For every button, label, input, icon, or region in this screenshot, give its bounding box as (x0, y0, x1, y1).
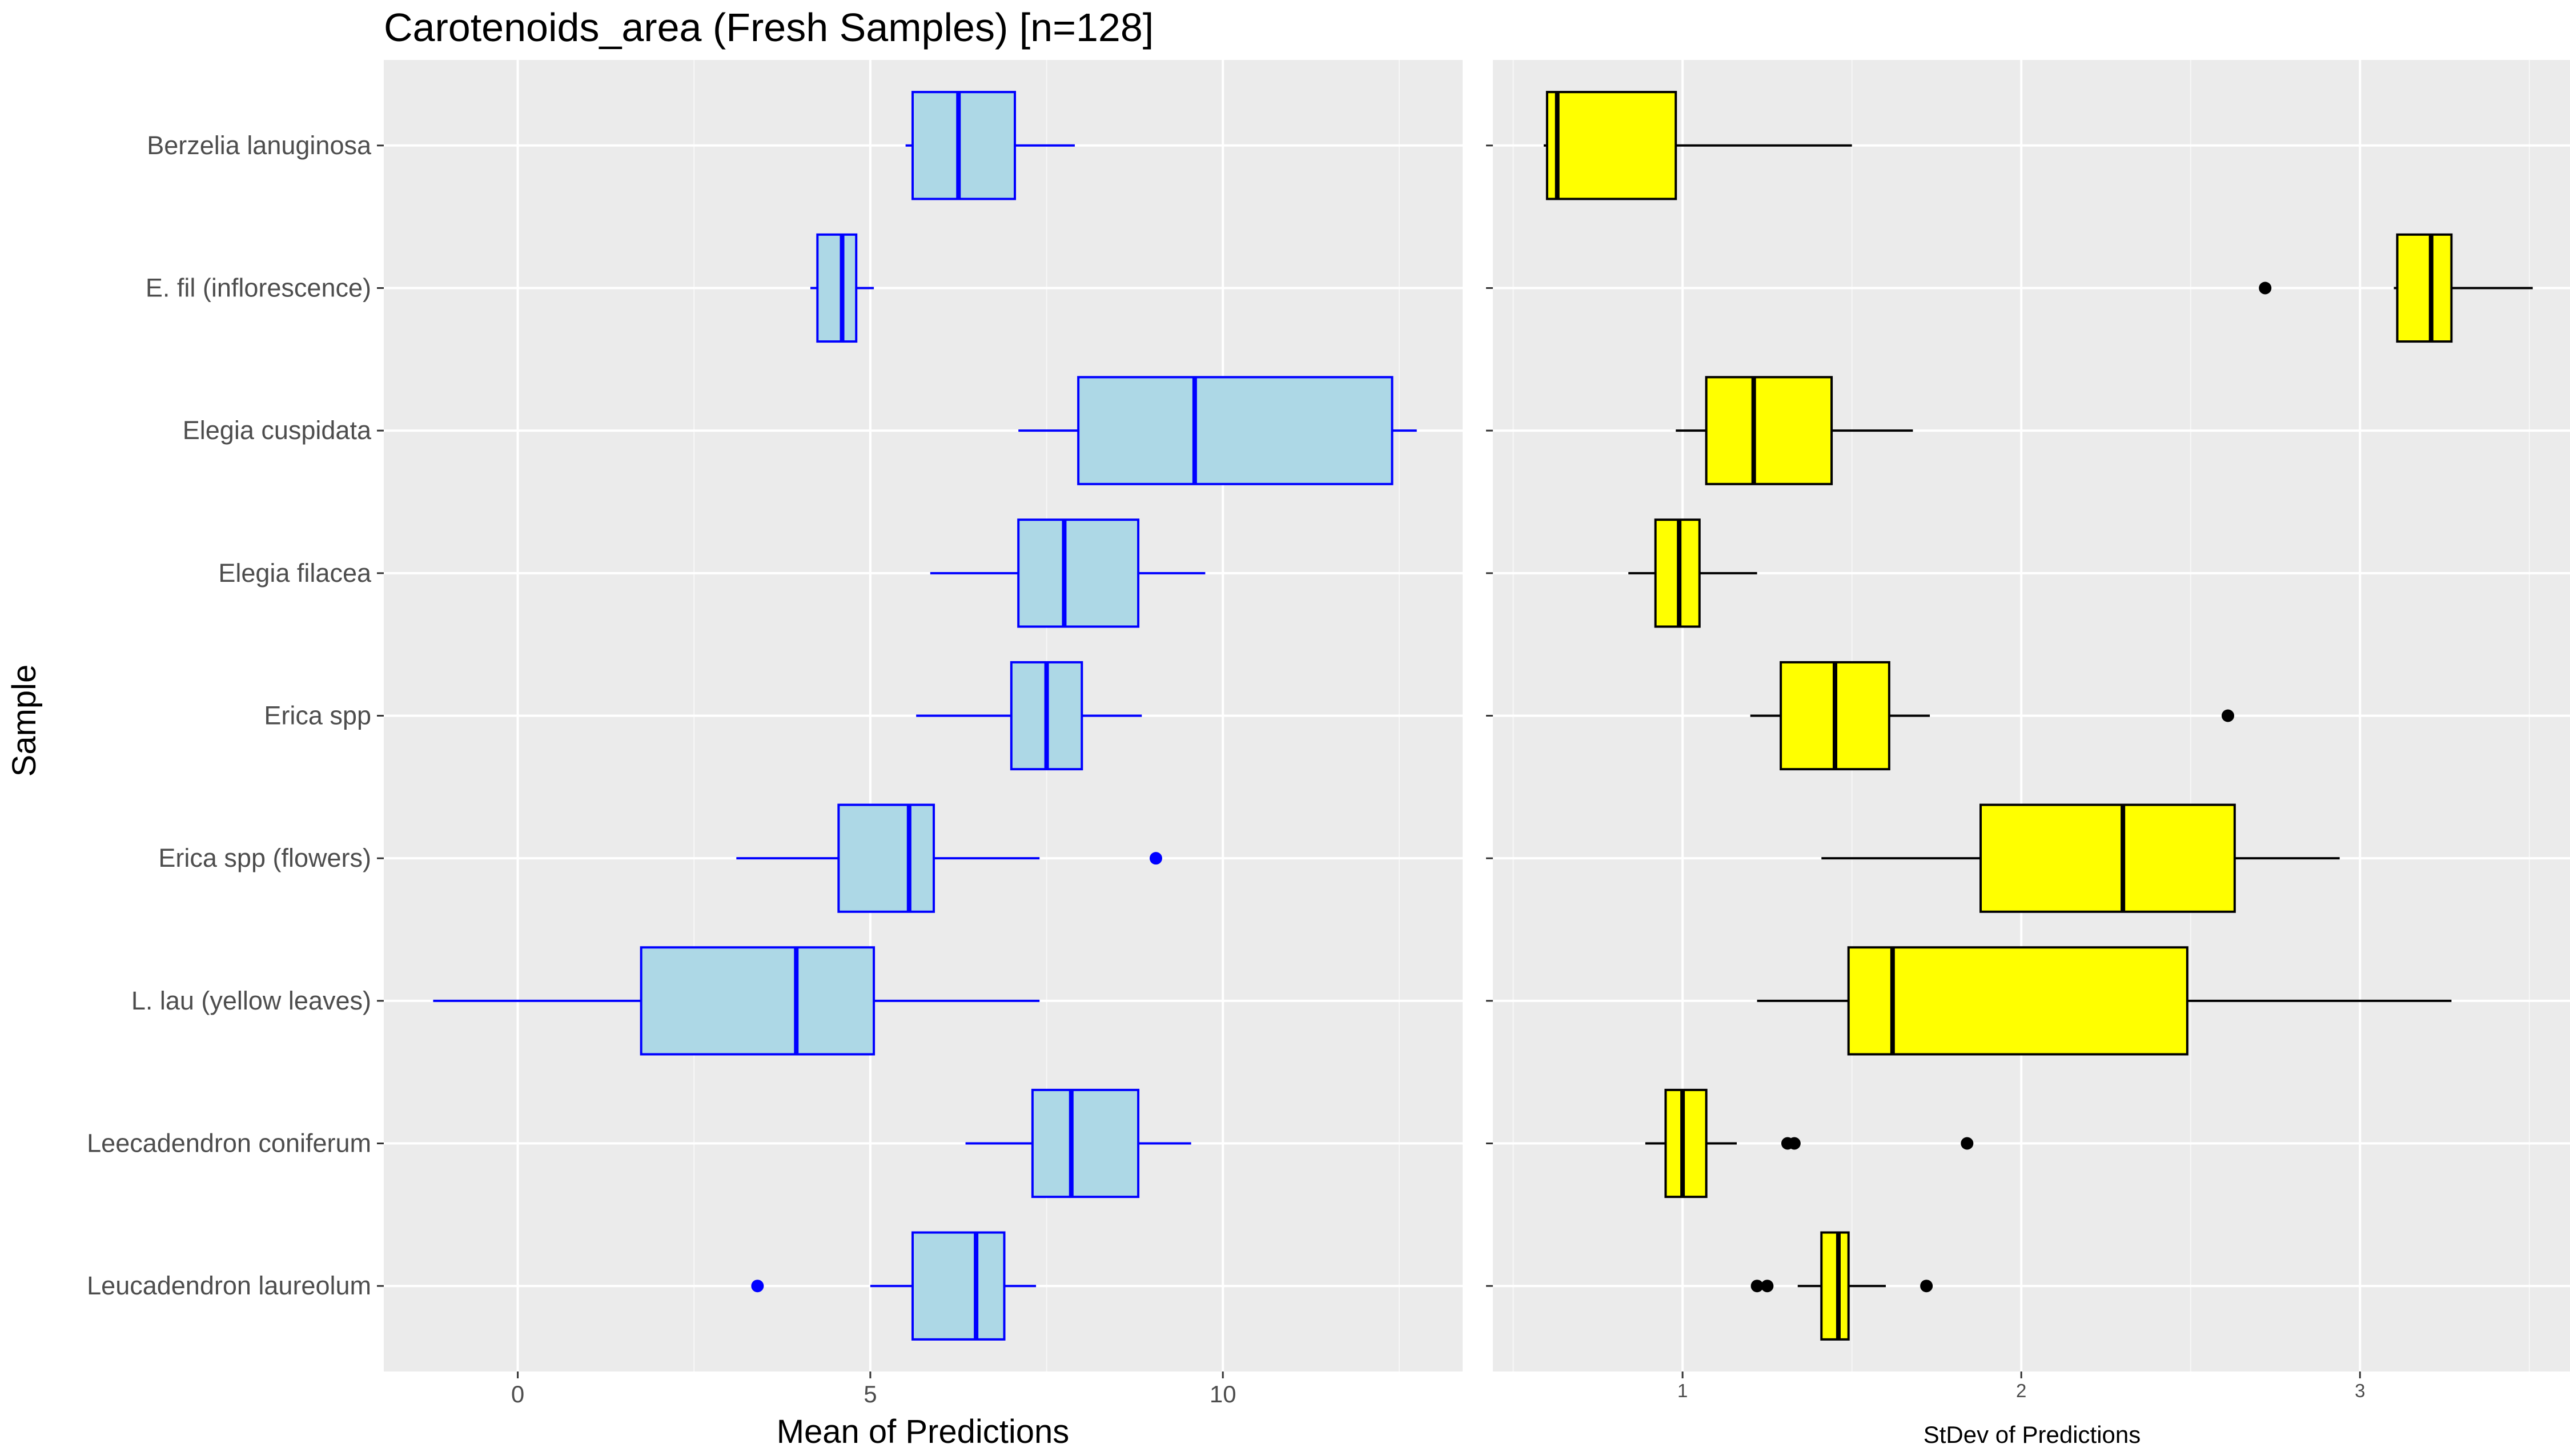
box-3 (1676, 376, 1913, 485)
left-x-axis-title: Mean of Predictions (777, 1413, 1070, 1450)
chart-title: Carotenoids_area (Fresh Samples) [n=128] (384, 5, 1154, 50)
x-tick-label: 2 (2016, 1380, 2026, 1401)
outlier-point (1961, 1137, 1974, 1150)
iqr-box (1979, 803, 2236, 913)
iqr-box (911, 91, 1017, 200)
category-label: Erica spp (flowers) (158, 843, 371, 872)
iqr-box (2396, 233, 2453, 343)
outlier-point (1788, 1137, 1801, 1150)
box-6 (736, 803, 1162, 913)
mean-boxplot-panel: 0 5 10 Berzelia lanuginosa E. fil (infloresc… (87, 60, 1463, 1407)
box-3 (1018, 376, 1417, 485)
category-label: L. lau (yellow leaves) (131, 986, 371, 1015)
outlier-point (1761, 1280, 1774, 1293)
right-x-axis-title: StDev of Predictions (1924, 1421, 2141, 1448)
x-tick-label: 1 (1677, 1380, 1688, 1401)
box-2 (810, 233, 874, 343)
iqr-box (837, 803, 935, 913)
stdev-boxplot-panel: 1 2 3 (1486, 60, 2570, 1401)
box-8 (1645, 1088, 1974, 1198)
category-label: E. fil (inflorescence) (146, 273, 371, 302)
outlier-point (1920, 1280, 1933, 1293)
box-8 (965, 1088, 1191, 1198)
iqr-box (1545, 91, 1677, 200)
category-label: Berzelia lanuginosa (147, 131, 372, 160)
category-label: Erica spp (264, 701, 371, 730)
y-axis-title: Sample (6, 665, 43, 777)
box-9 (1750, 1231, 1933, 1341)
x-tick-label: 10 (1210, 1381, 1236, 1407)
box-1 (905, 91, 1075, 200)
category-label: Elegia filacea (218, 558, 372, 588)
outlier-point (751, 1280, 764, 1293)
category-label: Leecadendron coniferum (87, 1129, 371, 1158)
iqr-box (1705, 376, 1833, 485)
iqr-box (1820, 1231, 1850, 1341)
iqr-box (911, 1231, 1006, 1341)
x-tick-label: 0 (511, 1381, 524, 1407)
iqr-box (816, 233, 858, 343)
outlier-point (1149, 852, 1162, 865)
category-label: Elegia cuspidata (183, 416, 372, 445)
outlier-point (2259, 281, 2272, 295)
box-4 (930, 518, 1206, 628)
box-7 (1757, 946, 2452, 1056)
box-9 (751, 1231, 1037, 1341)
box-5 (1750, 661, 2234, 771)
iqr-box (1031, 1088, 1140, 1198)
outlier-point (1750, 1280, 1764, 1293)
iqr-box (1017, 518, 1140, 628)
box-6 (1821, 803, 2340, 913)
outlier-point (2221, 709, 2234, 722)
box-1 (1543, 91, 1852, 200)
box-7 (433, 946, 1040, 1056)
iqr-box (1664, 1088, 1708, 1198)
box-4 (1628, 518, 1757, 628)
x-tick-label: 5 (864, 1381, 877, 1407)
iqr-box (1847, 946, 2188, 1056)
x-tick-label: 3 (2355, 1380, 2365, 1401)
iqr-box (1077, 376, 1394, 485)
box-5 (916, 661, 1142, 771)
iqr-box (640, 946, 876, 1056)
box-2 (2259, 233, 2533, 343)
category-label: Leucadendron laureolum (87, 1271, 371, 1300)
